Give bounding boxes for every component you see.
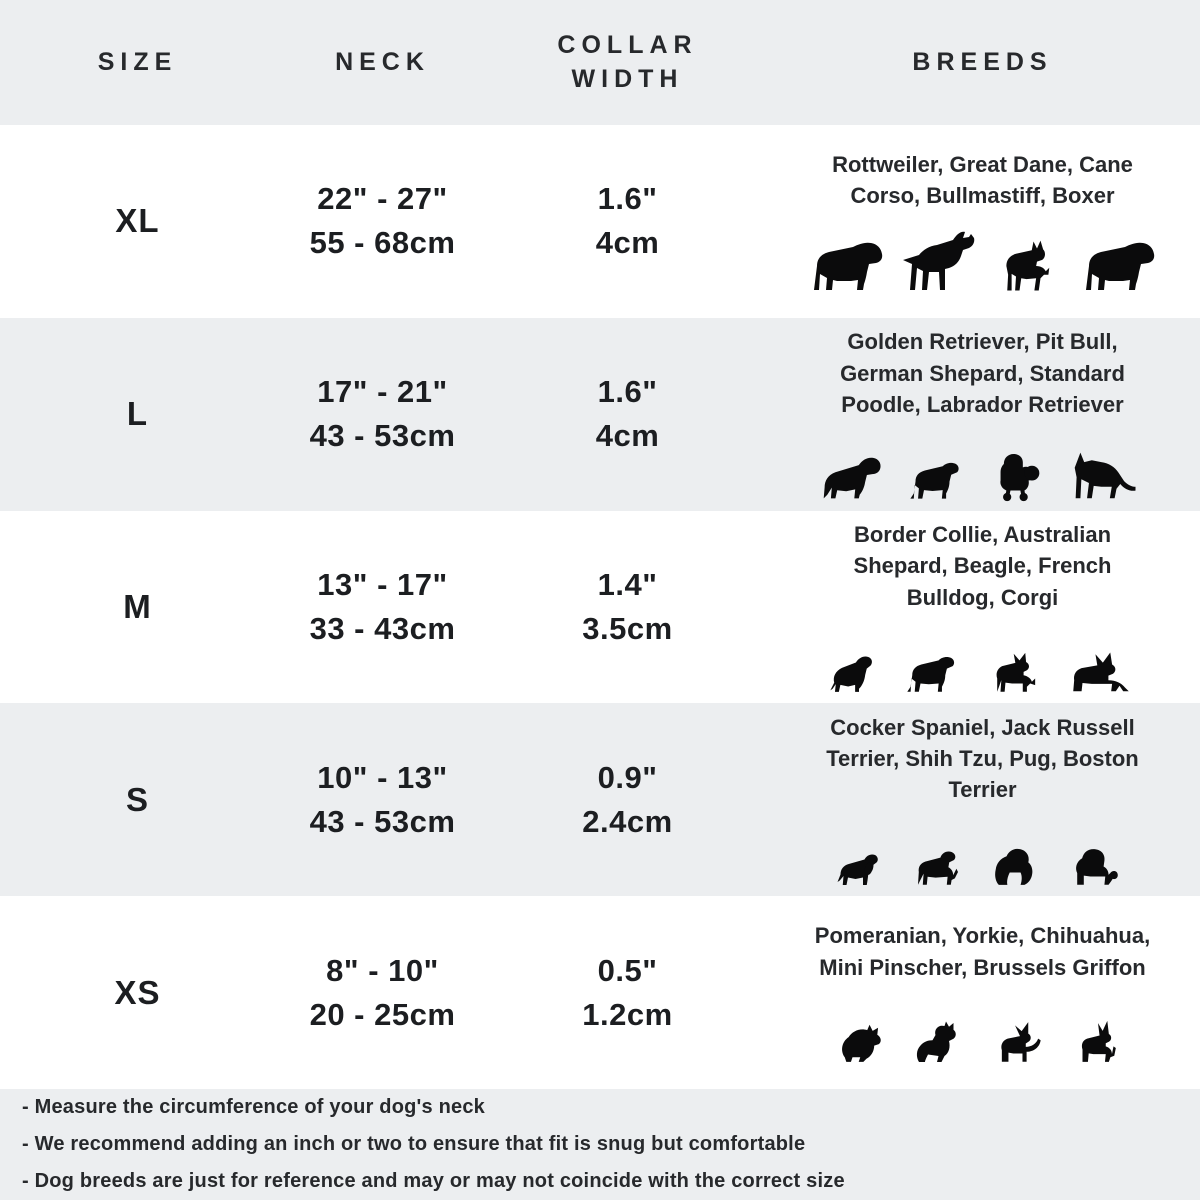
- footer-note: - Dog breeds are just for reference and …: [22, 1170, 845, 1192]
- bullmastiff-silhouette-icon: [1085, 242, 1154, 290]
- jack-russell-silhouette-icon: [917, 851, 958, 885]
- footer-note: - We recommend adding an inch or two to …: [22, 1133, 806, 1155]
- neck-centimeters: 43 - 53cm: [309, 803, 456, 839]
- neck-centimeters: 43 - 53cm: [309, 418, 456, 454]
- breeds-list: Rottweiler, Great Dane, Cane Corso, Bull…: [832, 152, 1133, 209]
- size-label: XL: [115, 202, 160, 240]
- doberman-silhouette-icon: [1005, 240, 1049, 291]
- collar-width-centimeters: 4cm: [595, 225, 660, 261]
- breeds-cell: Pomeranian, Yorkie, Chihuahua, Mini Pins…: [765, 920, 1200, 1064]
- pug-silhouette-icon: [1075, 848, 1118, 885]
- neck-inches: 8" - 10": [326, 952, 439, 988]
- collar-width-cell: 1.6" 4cm: [490, 177, 765, 265]
- breeds-cell: Border Collie, Australian Shepard, Beagl…: [765, 519, 1200, 695]
- breed-silhouette-group: [821, 430, 1145, 502]
- neck-centimeters: 55 - 68cm: [309, 225, 456, 261]
- french-bulldog-silhouette-icon: [996, 652, 1035, 692]
- neck-measurement-cell: 22" - 27" 55 - 68cm: [275, 177, 490, 265]
- table-row: L 17" - 21" 43 - 53cm 1.6" 4cm Golden Retriev…: [0, 317, 1200, 511]
- collar-width-cell: 0.5" 1.2cm: [490, 949, 765, 1037]
- rottweiler-silhouette-icon: [813, 242, 882, 290]
- collar-width-centimeters: 2.4cm: [582, 803, 673, 839]
- pomeranian-silhouette-icon: [841, 1024, 881, 1062]
- footer-note: - Measure the circumference of your dog'…: [22, 1096, 485, 1118]
- collar-width-cell: 1.4" 3.5cm: [490, 563, 765, 651]
- neck-inches: 17" - 21": [317, 374, 448, 410]
- golden-retriever-silhouette-icon: [823, 457, 881, 499]
- shih-tzu-silhouette-icon: [994, 848, 1032, 885]
- labrador-silhouette-icon: [909, 462, 959, 499]
- beagle-silhouette-icon: [906, 656, 954, 692]
- chihuahua-silhouette-icon: [1000, 1021, 1041, 1062]
- breed-silhouette-group: [837, 993, 1129, 1065]
- neck-measurement-cell: 13" - 17" 33 - 43cm: [275, 563, 490, 651]
- breeds-list: Pomeranian, Yorkie, Chihuahua, Mini Pins…: [814, 923, 1151, 980]
- german-shepherd-silhouette-icon: [1074, 452, 1135, 499]
- min-pinscher-silhouette-icon: [1081, 1020, 1116, 1062]
- breeds-cell: Cocker Spaniel, Jack Russell Terrier, Sh…: [765, 712, 1200, 888]
- column-header-size: SIZE: [97, 47, 178, 76]
- collar-width-centimeters: 1.2cm: [582, 996, 673, 1032]
- breeds-cell: Golden Retriever, Pit Bull, German Shepa…: [765, 326, 1200, 502]
- column-header-collar-width: COLLAR WIDTH: [490, 29, 765, 97]
- neck-inches: 13" - 17": [317, 566, 448, 602]
- table-header-row: SIZE NECK COLLAR WIDTH BREEDS: [0, 0, 1200, 125]
- neck-measurement-cell: 10" - 13" 43 - 53cm: [275, 756, 490, 844]
- collar-width-cell: 0.9" 2.4cm: [490, 756, 765, 844]
- neck-inches: 10" - 13": [317, 759, 448, 795]
- size-label: S: [125, 780, 149, 818]
- breed-silhouette-group: [807, 222, 1159, 294]
- table-row: S 10" - 13" 43 - 53cm 0.9" 2.4cm Cocker Spani…: [0, 703, 1200, 897]
- yorkie-silhouette-icon: [916, 1021, 956, 1062]
- breed-silhouette-group: [836, 816, 1130, 888]
- breed-silhouette-group: [828, 623, 1138, 695]
- table-row: M 13" - 17" 33 - 43cm 1.4" 3.5cm Border Colli…: [0, 510, 1200, 704]
- neck-centimeters: 20 - 25cm: [309, 996, 456, 1032]
- cocker-spaniel-silhouette-icon: [837, 854, 878, 885]
- size-label: M: [123, 587, 152, 625]
- collar-width-inches: 0.9": [597, 759, 658, 795]
- great-dane-silhouette-icon: [902, 231, 974, 290]
- collar-width-inches: 1.6": [597, 374, 658, 410]
- breeds-cell: Rottweiler, Great Dane, Cane Corso, Bull…: [765, 149, 1200, 293]
- collar-width-cell: 1.6" 4cm: [490, 370, 765, 458]
- poodle-silhouette-icon: [999, 454, 1039, 502]
- column-header-breeds: BREEDS: [912, 47, 1053, 76]
- breeds-list: Border Collie, Australian Shepard, Beagl…: [853, 522, 1112, 610]
- neck-measurement-cell: 8" - 10" 20 - 25cm: [275, 949, 490, 1037]
- breeds-list: Golden Retriever, Pit Bull, German Shepa…: [840, 329, 1125, 417]
- neck-centimeters: 33 - 43cm: [309, 610, 456, 646]
- table-row: XL 22" - 27" 55 - 68cm 1.6" 4cm Rottweiler, G…: [0, 125, 1200, 318]
- column-header-collar-width-line1: COLLAR: [557, 30, 698, 59]
- collar-width-inches: 1.4": [597, 566, 658, 602]
- collar-width-inches: 1.6": [597, 181, 658, 217]
- size-label: XS: [114, 973, 161, 1011]
- collar-width-centimeters: 3.5cm: [582, 610, 673, 646]
- collar-width-centimeters: 4cm: [595, 418, 660, 454]
- column-header-collar-width-line2: WIDTH: [571, 64, 684, 93]
- size-label: L: [126, 395, 149, 433]
- corgi-silhouette-icon: [1072, 652, 1129, 692]
- column-header-neck: NECK: [335, 47, 430, 76]
- footer-notes: - Measure the circumference of your dog'…: [0, 1089, 1200, 1200]
- border-collie-silhouette-icon: [829, 656, 872, 692]
- table-row: XS 8" - 10" 20 - 25cm 0.5" 1.2cm Pomeranian, …: [0, 896, 1200, 1089]
- neck-measurement-cell: 17" - 21" 43 - 53cm: [275, 370, 490, 458]
- neck-inches: 22" - 27": [317, 181, 448, 217]
- breeds-list: Cocker Spaniel, Jack Russell Terrier, Sh…: [826, 714, 1139, 803]
- collar-width-inches: 0.5": [597, 952, 658, 988]
